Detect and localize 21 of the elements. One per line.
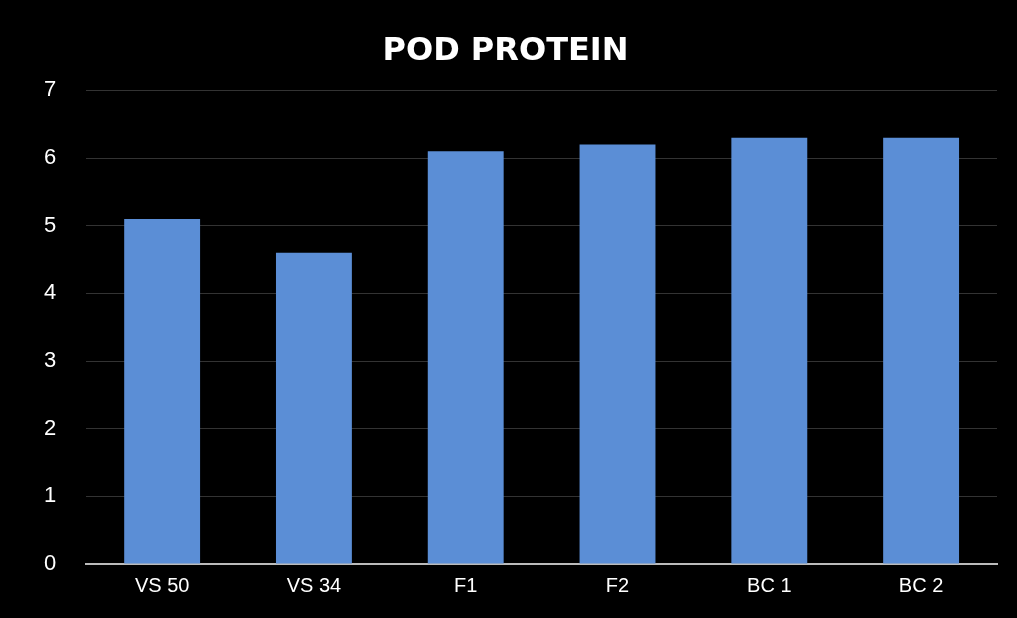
- bar: [427, 151, 504, 564]
- y-tick-label: 6: [43, 144, 57, 170]
- x-tick-label: VS 34: [286, 573, 342, 596]
- chart-title: POD PROTEIN: [382, 29, 629, 68]
- y-tick-label: 7: [43, 76, 57, 102]
- x-tick-label: F2: [605, 573, 630, 596]
- y-tick-label: 5: [43, 211, 57, 237]
- x-tick-label: BC 2: [898, 573, 944, 596]
- y-tick-label: 0: [43, 550, 57, 576]
- x-tick-label: BC 1: [747, 573, 792, 596]
- y-tick-label: 3: [43, 347, 57, 373]
- bar: [124, 218, 201, 564]
- y-tick-label: 4: [43, 279, 57, 305]
- x-tick-label: F1: [454, 573, 478, 596]
- bar: [731, 137, 808, 564]
- y-tick-label: 1: [43, 482, 57, 508]
- x-tick-label: VS 50: [134, 573, 190, 596]
- y-tick-label: 2: [43, 414, 57, 440]
- bar: [883, 137, 960, 564]
- bar: [275, 252, 352, 564]
- bar: [579, 144, 656, 564]
